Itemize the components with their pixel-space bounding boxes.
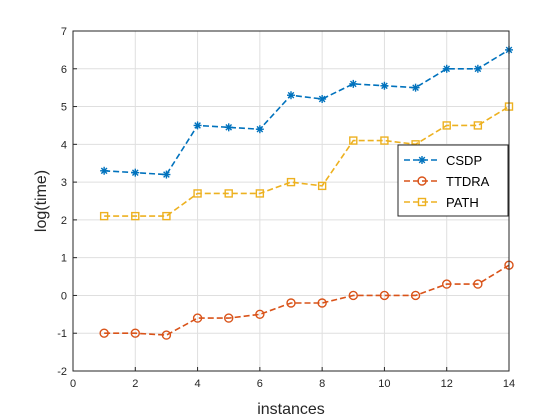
x-tick-label: 0: [70, 378, 76, 390]
x-axis-label: instances: [257, 401, 325, 418]
y-tick-label: -2: [57, 366, 67, 378]
csdp-point: [473, 64, 482, 73]
csdp-point: [131, 168, 140, 177]
y-tick-label: 6: [61, 64, 67, 76]
ttdra-line: [104, 264, 510, 336]
path-point: [162, 211, 171, 221]
path-line: [104, 105, 510, 217]
legend-item-path: PATH: [404, 195, 479, 210]
path-point: [442, 121, 451, 130]
csdp-point: [224, 123, 233, 132]
y-tick-label: 1: [61, 253, 67, 265]
legend-marker-ttdra: [417, 176, 427, 186]
csdp-point: [349, 79, 358, 88]
path-point: [380, 136, 389, 145]
csdp-point: [380, 81, 389, 90]
path-point: [317, 181, 327, 191]
csdp-point: [100, 166, 109, 175]
ttdra-point: [473, 279, 483, 289]
y-tick-label: 4: [61, 139, 67, 151]
legend-item-ttdra: TTDRA: [404, 174, 490, 189]
legend-label-path: PATH: [446, 195, 479, 210]
ttdra-point: [161, 330, 172, 340]
series-path: [99, 102, 514, 221]
ttdra-point: [410, 290, 421, 301]
csdp-point: [318, 95, 327, 103]
legend-label-csdp: CSDP: [446, 153, 482, 168]
x-tick-label: 4: [195, 378, 201, 390]
ttdra-point: [442, 279, 452, 289]
ttdra-point: [99, 328, 109, 338]
ttdra-point: [255, 309, 265, 320]
x-tick-label: 12: [441, 378, 453, 390]
path-point: [473, 121, 483, 130]
ttdra-point: [317, 298, 327, 308]
legend-label-ttdra: TTDRA: [446, 174, 490, 189]
series-ttdra: [99, 260, 514, 340]
path-point: [349, 136, 358, 145]
legend-item-csdp: CSDP: [404, 153, 482, 168]
csdp-line: [104, 49, 510, 176]
ttdra-point: [379, 290, 390, 301]
path-point: [131, 211, 140, 221]
csdp-point: [442, 64, 451, 73]
legend-marker-path: [417, 197, 427, 207]
csdp-point: [193, 121, 202, 130]
ttdra-point: [224, 313, 234, 323]
path-point: [224, 189, 233, 198]
x-tick-label: 14: [503, 378, 515, 390]
x-tick-label: 8: [319, 378, 325, 390]
legend-marker-csdp: [418, 156, 426, 164]
y-tick-label: 2: [61, 215, 67, 227]
path-point: [286, 177, 296, 187]
x-tick-label: 6: [257, 378, 263, 390]
legend: CSDP TTDRA PATH: [397, 144, 509, 217]
ttdra-point: [192, 313, 203, 323]
ttdra-point: [348, 290, 358, 301]
path-point: [99, 211, 109, 221]
y-axis-label: log(time): [33, 170, 50, 232]
y-tick-label: -1: [57, 328, 67, 340]
csdp-point: [162, 170, 171, 179]
y-tick-label: 3: [61, 177, 67, 189]
plot-frame: [72, 30, 510, 372]
y-tick-label: 5: [61, 102, 67, 114]
legend-items: CSDP TTDRA PATH: [404, 153, 490, 210]
path-point: [255, 189, 265, 198]
csdp-point: [411, 83, 420, 92]
x-tick-label: 2: [132, 378, 138, 390]
ttdra-point: [130, 328, 140, 338]
path-point: [193, 189, 202, 198]
y-tick-label: 0: [61, 290, 67, 302]
ttdra-point: [286, 298, 296, 308]
x-tick-label: 10: [378, 378, 390, 390]
csdp-point: [255, 125, 264, 134]
y-tick-label: 7: [61, 26, 67, 38]
csdp-point: [287, 91, 295, 100]
